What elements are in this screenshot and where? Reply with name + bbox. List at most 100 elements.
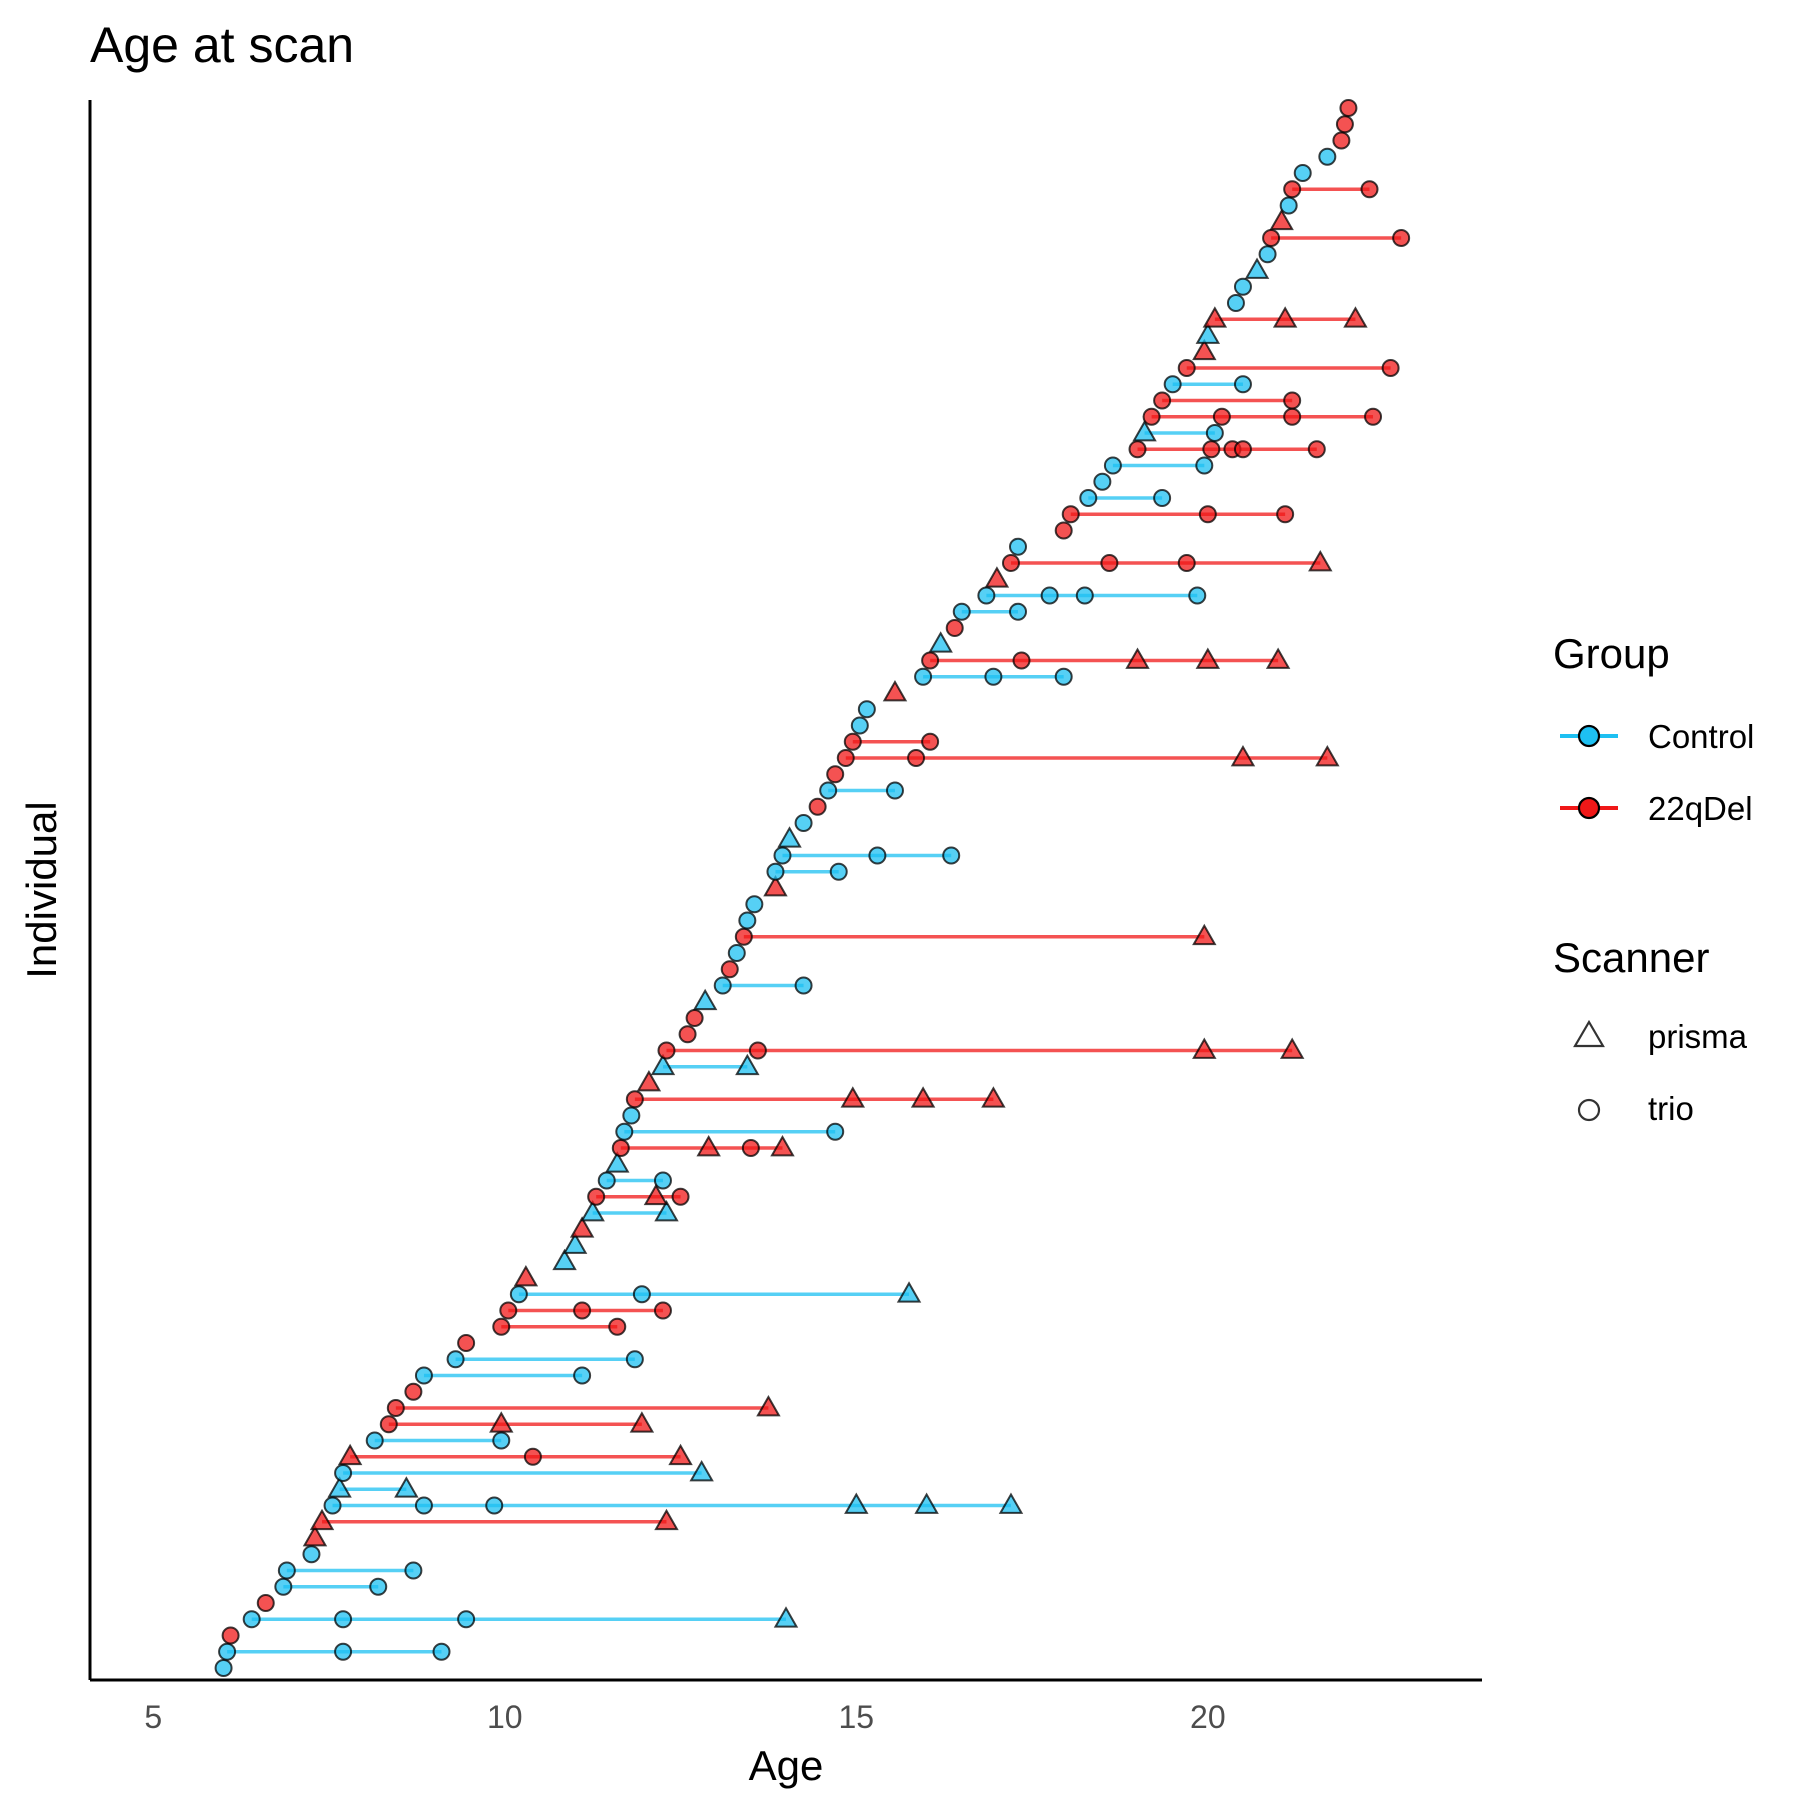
scan-point-prisma [1230,744,1256,767]
scan-point-trio [826,1122,845,1141]
plot-area [214,99,1411,1677]
legend-control-label: Control [1648,718,1754,755]
scan-point-trio [945,619,964,637]
scan-point-trio [221,1626,240,1645]
x-axis-title: Age [749,1742,824,1789]
individual-row [404,1382,423,1401]
scan-point-trio [1381,359,1400,377]
individual-row [611,1134,795,1157]
individual-row [597,1171,672,1190]
scan-point-trio [773,846,792,865]
individual-row [386,1394,781,1417]
scan-point-trio [1360,180,1379,199]
scan-point-trio [597,1171,616,1190]
individual-row [794,814,813,832]
scan-point-trio [1103,456,1122,475]
individual-row [605,1151,630,1173]
individual-row [928,631,953,653]
individual-row [1332,131,1351,150]
individual-row [1283,180,1379,199]
scan-point-prisma [910,1086,936,1108]
x-tick-label: 20 [1190,1699,1226,1735]
scan-point-prisma [643,1183,669,1206]
individual-row [562,1232,588,1254]
scan-point-trio [1262,229,1281,247]
scan-point-prisma [1192,338,1217,361]
individual-row [615,1122,845,1141]
scan-point-prisma [1343,306,1368,328]
scan-point-prisma [756,1394,781,1417]
legend-22qdel-point [1577,796,1601,820]
scan-point-trio [977,586,996,605]
scan-point-trio [1332,131,1351,150]
legend-22qdel-label: 22qDel [1648,790,1753,827]
scan-point-trio [485,1496,504,1515]
scan-point-prisma [1125,647,1150,669]
individual-row [850,716,869,735]
scan-point-trio [523,1447,542,1466]
legend-scanner-title: Scanner [1553,934,1709,981]
scan-point-trio [1195,456,1214,475]
scan-point-prisma [773,1606,799,1628]
scan-point-trio [1009,537,1027,556]
scan-point-trio [826,765,845,784]
scan-point-trio [1153,489,1172,507]
scan-point-trio [857,700,876,719]
scan-point-trio [741,1139,760,1157]
scan-point-trio [819,781,838,800]
scan-point-prisma [1279,1037,1305,1059]
scan-point-trio [492,1317,511,1336]
scan-point-trio [1093,472,1112,491]
legend-prisma-label: prisma [1648,1018,1748,1055]
scan-point-trio [414,1366,433,1385]
scan-point-trio [850,716,869,735]
scan-point-prisma [569,1216,595,1238]
individual-row [1195,322,1221,344]
scan-point-trio [1339,99,1358,117]
scan-point-trio [885,781,904,800]
individual-row [218,1642,451,1661]
scan-point-trio [625,1350,644,1369]
scan-point-trio [587,1187,606,1206]
scan-point-prisma [650,1053,676,1076]
individual-row [1244,257,1270,279]
scan-point-prisma [896,1281,922,1303]
individual-row [745,895,764,914]
scan-point-trio [573,1366,592,1385]
scan-point-trio [274,1577,293,1596]
chart-title: Age at scan [90,17,354,73]
scan-point-trio [625,1090,644,1109]
scan-point-prisma [327,1476,352,1498]
scan-point-trio [1205,424,1224,442]
x-tick-label: 5 [144,1699,162,1735]
scan-point-trio [1142,407,1161,426]
scan-point-trio [1364,407,1383,426]
scan-point-trio [1128,440,1147,459]
scan-point-trio [685,1009,704,1027]
scan-point-trio [794,976,813,995]
scan-point-trio [509,1285,528,1304]
scan-point-trio [404,1382,423,1401]
scan-point-trio [942,846,961,865]
scan-point-prisma [1244,257,1270,279]
individual-row [274,1577,388,1596]
scan-point-trio [921,651,940,670]
individual-row [1177,359,1400,377]
scan-point-trio [492,1431,511,1450]
individual-row [625,1086,1006,1109]
individual-row [1061,505,1295,524]
scan-point-prisma [882,679,908,702]
scan-point-trio [457,1610,476,1629]
individual-row [457,1334,476,1352]
individual-row [622,1106,641,1125]
scan-point-prisma [689,1459,714,1482]
scan-point-trio [914,667,933,686]
scan-point-trio [1188,586,1207,605]
individual-row [819,781,904,800]
scan-point-trio [214,1659,233,1677]
individual-row [446,1350,644,1369]
scan-point-trio [1226,294,1245,312]
individual-row [327,1476,419,1498]
scan-point-trio [365,1431,384,1450]
